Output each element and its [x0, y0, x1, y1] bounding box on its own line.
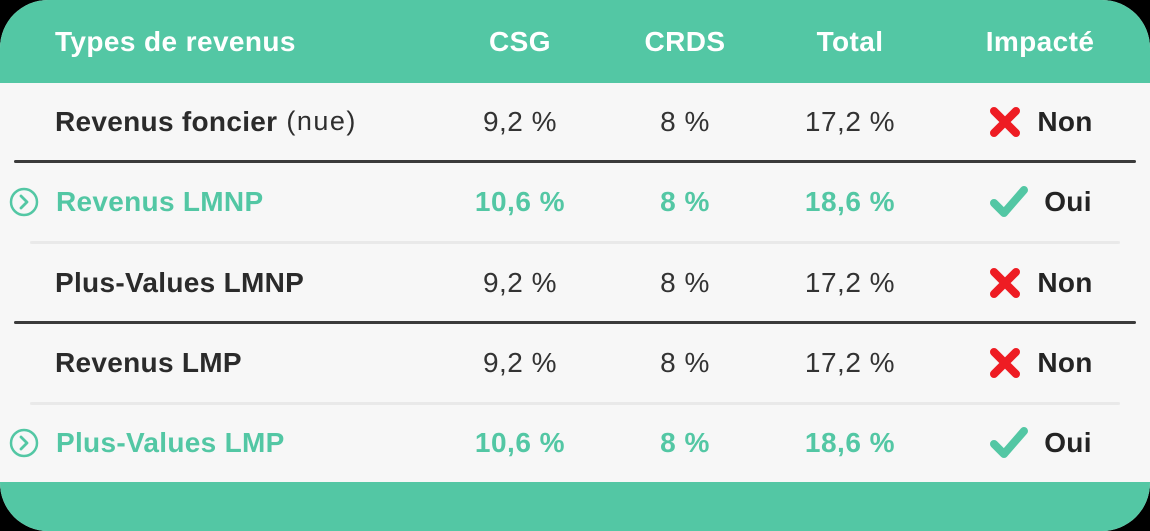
divider [14, 321, 1136, 325]
csg-value: 10,6 % [474, 186, 566, 218]
header-types-de-revenus: Types de revenus [55, 25, 296, 57]
chevron-circle-icon[interactable] [8, 186, 40, 218]
csg-value: 10,6 % [474, 427, 566, 459]
row-label-cell: Plus-Values LMNP [0, 267, 440, 299]
total-value: 18,6 % [804, 186, 896, 218]
chevron-circle-icon[interactable] [8, 427, 40, 459]
impact-cell: Non [930, 104, 1150, 140]
impact-cell: Non [930, 345, 1150, 381]
row-label: Plus-Values LMP [56, 427, 285, 459]
row-label-suffix: (nue) [286, 106, 357, 137]
check-icon [988, 425, 1030, 461]
csg-value: 9,2 % [482, 346, 558, 378]
crds-value: 8 % [660, 105, 710, 137]
row-label: Plus-Values LMNP [55, 266, 305, 298]
row-label-cell: Plus-Values LMP [0, 427, 440, 459]
csg-value: 9,2 % [482, 266, 558, 298]
row-label-cell: Revenus LMNP [0, 186, 440, 218]
cross-icon [987, 104, 1023, 140]
header-impacte: Impacté [985, 25, 1095, 57]
row-label: Revenus LMNP [56, 186, 264, 218]
total-value: 17,2 % [804, 105, 896, 137]
check-icon [988, 184, 1030, 220]
divider [30, 240, 1120, 244]
crds-value: 8 % [660, 427, 710, 459]
row-revenus-foncier: Revenus foncier (nue) 9,2 % 8 % 17,2 % N… [0, 83, 1150, 160]
impact-label: Oui [1044, 427, 1092, 459]
impact-label: Non [1037, 346, 1093, 378]
cross-icon [987, 345, 1023, 381]
header-total: Total [816, 25, 884, 57]
row-label: Revenus LMP [55, 346, 242, 378]
impact-cell: Oui [930, 184, 1150, 220]
table-header: Types de revenus CSG CRDS Total Impacté [0, 0, 1150, 83]
impact-cell: Oui [930, 425, 1150, 461]
row-plus-values-lmnp: Plus-Values LMNP 9,2 % 8 % 17,2 % Non [0, 244, 1150, 321]
row-label-cell: Revenus foncier (nue) [0, 106, 440, 138]
row-plus-values-lmp[interactable]: Plus-Values LMP 10,6 % 8 % 18,6 % Oui [0, 405, 1150, 482]
divider [30, 401, 1120, 405]
row-revenus-lmp: Revenus LMP 9,2 % 8 % 17,2 % Non [0, 324, 1150, 401]
total-value: 17,2 % [804, 346, 896, 378]
row-label-cell: Revenus LMP [0, 347, 440, 379]
row-revenus-lmnp[interactable]: Revenus LMNP 10,6 % 8 % 18,6 % Oui [0, 163, 1150, 240]
impact-label: Non [1037, 105, 1093, 137]
row-label: Revenus foncier [55, 105, 278, 137]
cross-icon [987, 265, 1023, 301]
impact-label: Non [1037, 266, 1093, 298]
divider [14, 160, 1136, 164]
header-csg: CSG [489, 25, 551, 57]
crds-value: 8 % [660, 186, 710, 218]
header-crds: CRDS [644, 25, 726, 57]
crds-value: 8 % [660, 266, 710, 298]
total-value: 18,6 % [804, 427, 896, 459]
impact-cell: Non [930, 265, 1150, 301]
csg-value: 9,2 % [482, 105, 558, 137]
total-value: 17,2 % [804, 266, 896, 298]
impact-label: Oui [1044, 186, 1092, 218]
crds-value: 8 % [660, 346, 710, 378]
footer-bar [0, 482, 1150, 531]
